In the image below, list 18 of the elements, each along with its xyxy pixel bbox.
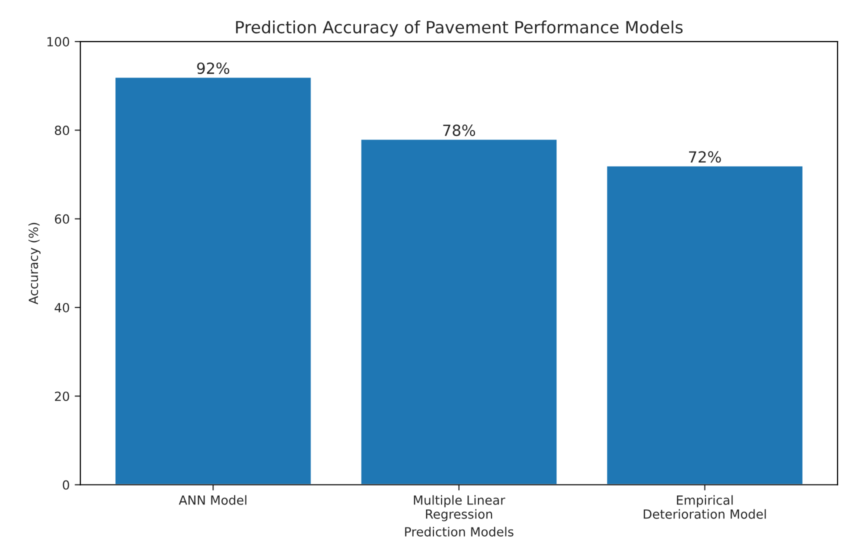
x-tick-label: Multiple Linear Regression <box>414 495 506 522</box>
y-axis-title: Accuracy (%) <box>28 222 41 304</box>
y-tick-label: 0 <box>62 480 70 490</box>
x-tick-label: Empirical Deterioration Model <box>644 495 766 519</box>
y-tick-label: 20 <box>54 392 70 402</box>
x-tick-label: ANN Model <box>178 495 246 505</box>
y-tick-label: 60 <box>54 214 70 224</box>
bar <box>360 138 558 485</box>
chart-title: Prediction Accuracy of Pavement Performance Models <box>236 20 683 37</box>
data-label: 72% <box>689 151 721 163</box>
data-label: 78% <box>443 124 476 136</box>
y-tick-label: 100 <box>47 37 70 46</box>
data-label: 92% <box>197 62 230 74</box>
y-tick-label: 40 <box>54 302 70 312</box>
bar <box>114 76 312 485</box>
y-tick-label: 80 <box>54 126 70 136</box>
bar <box>606 164 804 485</box>
x-axis-title: Prediction Models <box>405 526 514 536</box>
